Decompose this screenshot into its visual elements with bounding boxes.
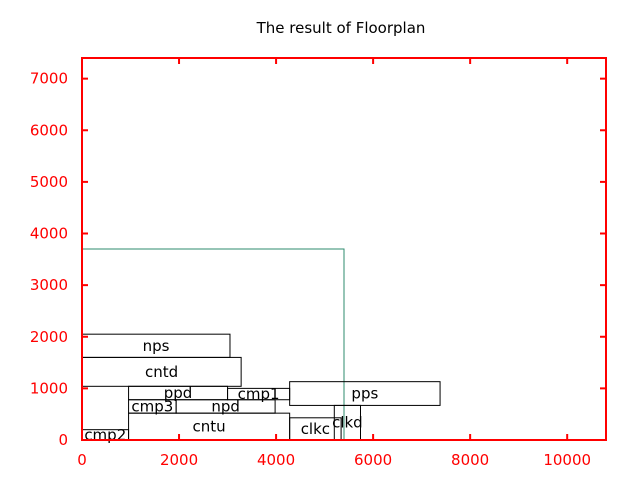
y-tick-label: 3000 — [30, 276, 68, 294]
y-tick-label: 0 — [58, 431, 68, 449]
block-label-cmp1: cmp1 — [238, 385, 280, 403]
block-label-cntd: cntd — [145, 363, 178, 381]
block-label-cmp2: cmp2 — [84, 426, 126, 444]
axis-frame — [81, 57, 607, 441]
block-label-cntu: cntu — [193, 418, 226, 436]
x-tick-label: 6000 — [354, 451, 392, 469]
block-pps — [289, 381, 441, 406]
y-tick-label: 7000 — [30, 70, 68, 88]
y-tick-label: 2000 — [30, 328, 68, 346]
x-tick-label: 4000 — [257, 451, 295, 469]
x-tick-label: 8000 — [451, 451, 489, 469]
block-label-npd: npd — [211, 397, 240, 415]
x-tick-label: 2000 — [160, 451, 198, 469]
block-label-clkc: clkc — [301, 420, 330, 438]
block-label-nps: nps — [143, 337, 170, 355]
block-label-ppd: ppd — [164, 384, 193, 402]
block-label-clkd: clkd — [332, 414, 363, 432]
y-tick-label: 1000 — [30, 379, 68, 397]
x-tick-label: 0 — [77, 451, 87, 469]
plot-area: nps cntd ppd cmp1 pps cmp3 npd clkd cntu clkc cmp2… — [30, 57, 607, 469]
block-label-pps: pps — [351, 385, 378, 403]
chart-title: The result of Floorplan — [256, 19, 426, 37]
x-tick-label: 10000 — [543, 451, 591, 469]
y-tick-label: 6000 — [30, 121, 68, 139]
block-label-cmp3: cmp3 — [131, 397, 173, 415]
y-tick-label: 5000 — [30, 173, 68, 191]
y-tick-label: 4000 — [30, 225, 68, 243]
